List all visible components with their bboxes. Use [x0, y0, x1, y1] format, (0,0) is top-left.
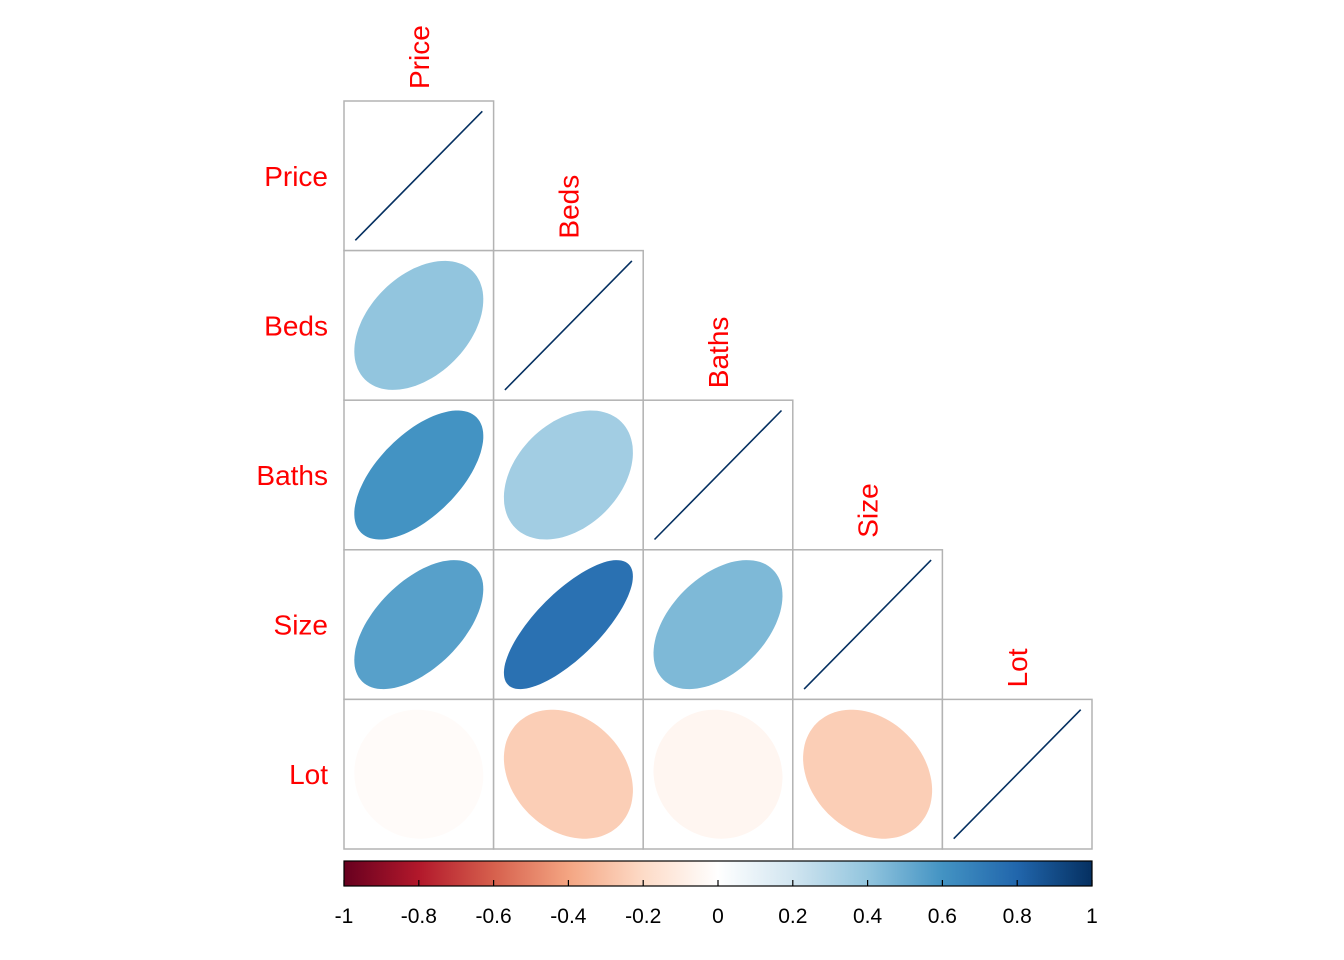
cell-beds-price	[343, 249, 495, 401]
correlation-ellipse	[803, 709, 933, 839]
colorbar-tick-label: 1	[1086, 905, 1098, 928]
diagonal-line	[803, 559, 932, 690]
correlation-ellipse	[503, 560, 633, 690]
correlation-ellipse	[503, 410, 633, 540]
correlation-ellipse	[354, 410, 484, 540]
diagonal-line	[354, 110, 483, 241]
cell-baths-beds	[492, 399, 644, 551]
cell-size-price	[343, 549, 495, 701]
column-label-size: Size	[853, 483, 884, 537]
diagonal-line	[504, 260, 633, 391]
row-labels: Price Beds Baths Size Lot	[256, 161, 328, 790]
row-label-beds: Beds	[264, 310, 328, 341]
cell-size-baths	[642, 549, 794, 701]
colorbar-tick-label: 0.6	[928, 905, 957, 928]
column-labels: Price Beds Baths Size Lot	[404, 25, 1033, 687]
cell-lot-price	[343, 698, 495, 850]
cell-beds-beds	[492, 249, 644, 401]
correlation-ellipse	[653, 560, 783, 690]
correlation-ellipse	[354, 709, 484, 839]
correlation-ellipse	[503, 709, 633, 839]
colorbar-tick-label: -0.4	[550, 905, 587, 928]
cell-lot-beds	[492, 698, 644, 850]
column-label-baths: Baths	[703, 317, 734, 389]
colorbar-tick-label: 0.4	[853, 905, 883, 928]
colorbar-tick-label: -1	[335, 905, 354, 928]
row-label-price: Price	[264, 161, 328, 192]
correlation-ellipse	[354, 260, 484, 390]
cells-group	[343, 100, 1093, 850]
cell-lot-baths	[642, 698, 794, 850]
column-label-beds: Beds	[553, 175, 584, 239]
diagonal-line	[653, 409, 783, 541]
cell-size-beds	[492, 549, 644, 701]
correlation-ellipse	[653, 709, 783, 839]
diagonal-line	[953, 709, 1082, 840]
cell-lot-lot	[941, 698, 1093, 850]
colorbar: -1 -0.8 -0.6 -0.4 -0.2 0 0.2 0.4 0.6 0.8 1	[335, 860, 1098, 928]
colorbar-tick-label: 0.2	[778, 905, 807, 928]
colorbar-tick-label: -0.8	[401, 905, 437, 928]
cell-baths-price	[343, 399, 495, 551]
column-label-price: Price	[404, 25, 435, 89]
cell-price-price	[343, 100, 495, 252]
cell-baths-baths	[642, 399, 794, 551]
colorbar-tick-label: 0.8	[1003, 905, 1032, 928]
correlation-ellipse	[354, 560, 484, 690]
cell-size-size	[792, 549, 944, 701]
colorbar-tick-label: 0	[712, 905, 724, 928]
colorbar-tick-label: -0.6	[476, 905, 512, 928]
column-label-lot: Lot	[1002, 648, 1033, 687]
cell-lot-size	[792, 698, 944, 850]
row-label-lot: Lot	[289, 759, 328, 790]
colorbar-tick-label: -0.2	[625, 905, 661, 928]
row-label-size: Size	[274, 610, 328, 641]
row-label-baths: Baths	[256, 460, 328, 491]
